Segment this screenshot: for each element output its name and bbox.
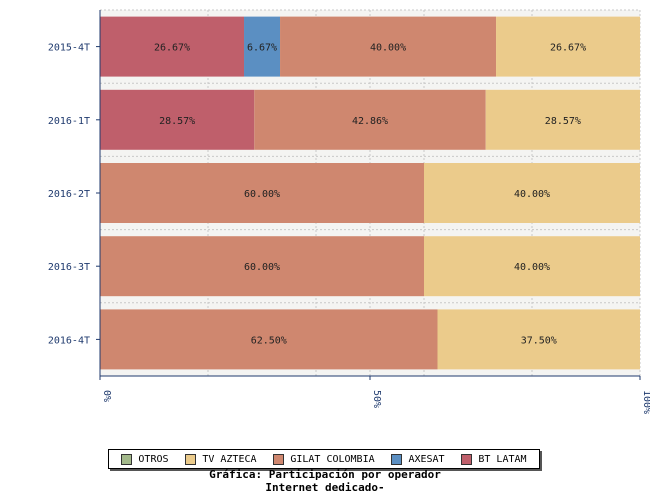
legend-swatch-gilat-colombia	[273, 453, 285, 465]
bar-tv-azteca-2015-4t	[496, 16, 641, 77]
bar-gilat-colombia-2016-1t	[254, 89, 486, 150]
chart-caption-line2: Internet dedicado-	[265, 481, 385, 494]
data-label-gilat-colombia-2016-4t: 62.50%	[251, 335, 287, 346]
data-label-tv-azteca-2015-4t: 26.67%	[550, 43, 586, 54]
data-label-gilat-colombia-2015-4t: 40.00%	[370, 43, 406, 54]
data-label-bt-latam-2016-1t: 28.57%	[159, 116, 195, 127]
legend-label-otros: OTROS	[138, 453, 169, 465]
y-tick-label-2015-4t: 2015-4T	[48, 43, 90, 54]
x-tick-label-100: 100%	[641, 390, 650, 414]
data-label-gilat-colombia-2016-3t: 60.00%	[244, 262, 280, 273]
bar-axesat-2015-4t	[244, 16, 281, 77]
bar-gilat-colombia-2016-3t	[100, 236, 424, 297]
row-band	[100, 10, 640, 17]
data-label-tv-azteca-2016-4t: 37.50%	[521, 335, 557, 346]
legend-item-gilat-colombia: GILAT COLOMBIA	[273, 453, 375, 465]
x-tick-label-0: 0%	[101, 390, 112, 402]
chart-caption-line1: Gráfica: Participación por operador	[209, 468, 441, 481]
legend-label-tv-azteca: TV AZTECA	[202, 453, 257, 465]
row-band	[100, 369, 640, 376]
y-tick-label-2016-4t: 2016-4T	[48, 335, 90, 346]
bar-tv-azteca-2016-1t	[485, 89, 640, 150]
legend-swatch-bt-latam	[461, 453, 473, 465]
bar-tv-azteca-2016-3t	[424, 236, 640, 297]
legend-item-otros: OTROS	[121, 453, 169, 465]
legend-swatch-axesat	[391, 453, 403, 465]
data-label-tv-azteca-2016-2t: 40.00%	[514, 189, 550, 200]
legend-label-axesat: AXESAT	[408, 453, 445, 465]
legend-swatch-tv-azteca	[185, 453, 197, 465]
bar-bt-latam-2016-1t	[100, 89, 255, 150]
row-band	[100, 149, 640, 157]
legend-swatch-otros	[121, 453, 133, 465]
legend: OTROS TV AZTECA GILAT COLOMBIA AXESAT BT…	[108, 449, 540, 469]
bar-bt-latam-2015-4t	[100, 16, 245, 77]
y-tick-label-2016-2t: 2016-2T	[48, 189, 90, 200]
legend-label-bt-latam: BT LATAM	[478, 453, 527, 465]
bar-tv-azteca-2016-4t	[437, 309, 640, 370]
y-tick-label-2016-1t: 2016-1T	[48, 116, 90, 127]
row-band	[100, 229, 640, 237]
bar-gilat-colombia-2016-4t	[100, 309, 438, 370]
bar-gilat-colombia-2016-2t	[100, 163, 424, 223]
data-label-gilat-colombia-2016-2t: 60.00%	[244, 189, 280, 200]
y-tick-label-2016-3t: 2016-3T	[48, 262, 90, 273]
legend-item-tv-azteca: TV AZTECA	[185, 453, 257, 465]
x-tick-label-50: 50%	[371, 390, 382, 408]
bar-tv-azteca-2016-2t	[424, 163, 640, 223]
legend-item-axesat: AXESAT	[391, 453, 445, 465]
data-label-tv-azteca-2016-1t: 28.57%	[545, 116, 581, 127]
data-label-bt-latam-2015-4t: 26.67%	[154, 43, 190, 54]
legend-label-gilat-colombia: GILAT COLOMBIA	[290, 453, 375, 465]
data-label-tv-azteca-2016-3t: 40.00%	[514, 262, 550, 273]
legend-item-bt-latam: BT LATAM	[461, 453, 527, 465]
data-label-axesat-2015-4t: 6.67%	[247, 43, 277, 54]
bar-gilat-colombia-2015-4t	[280, 16, 497, 77]
data-label-gilat-colombia-2016-1t: 42.86%	[352, 116, 388, 127]
